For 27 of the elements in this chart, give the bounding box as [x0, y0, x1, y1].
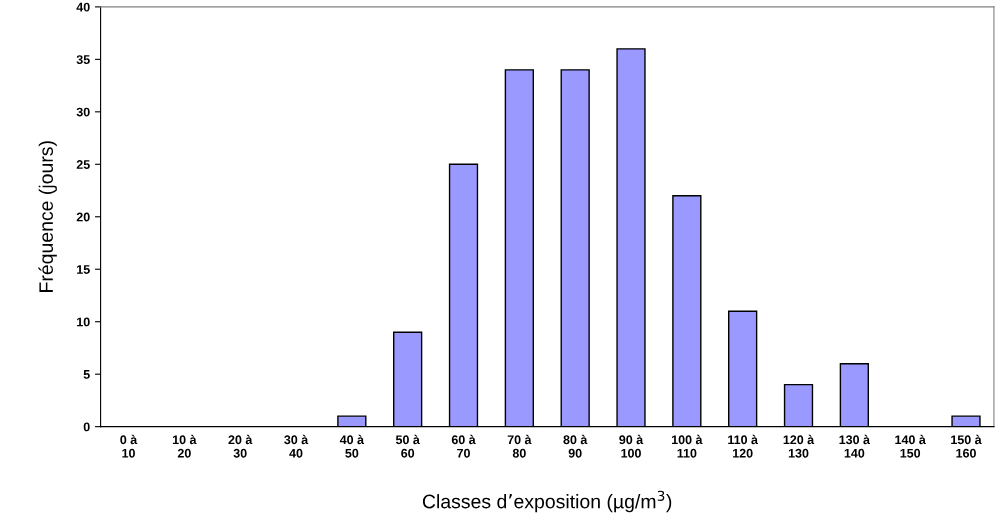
- x-tick-label: 90 à 100: [619, 434, 644, 458]
- x-tick-label: 150 à 160: [951, 434, 982, 458]
- x-tick-label: 50 à 60: [395, 434, 420, 458]
- y-tick-label: 5: [83, 370, 90, 379]
- y-tick-label: 30: [76, 107, 90, 117]
- x-tick-label: 10 à 20: [172, 434, 197, 458]
- x-tick-label: 70 à 80: [507, 434, 532, 458]
- x-tick-label: 120 à 130: [783, 434, 815, 458]
- x-tick-label: 0 à 10: [120, 434, 138, 458]
- x-tick-label: 130 à 140: [839, 434, 871, 458]
- y-tick-label: 15: [77, 265, 90, 274]
- x-tick-label: 100 à 110: [671, 434, 703, 458]
- y-tick-label: 35: [76, 55, 90, 65]
- y-axis-title: Fréquence (jours): [38, 141, 57, 292]
- x-tick-label: 40 à 50: [339, 434, 365, 458]
- x-tick-label: 80 à 90: [563, 434, 588, 458]
- x-tick-label: 110 à 120: [728, 434, 759, 458]
- x-axis-title: Classes d’exposition (µg/m$^{3}$): [422, 490, 672, 513]
- x-tick-label: 20 à 30: [228, 434, 253, 458]
- x-tick-label: 30 à 40: [284, 434, 309, 458]
- y-tick-label: 20: [76, 212, 90, 222]
- y-tick-label: 25: [76, 160, 90, 169]
- x-tick-label: 140 à 150: [895, 434, 926, 458]
- y-tick-label: 10: [77, 317, 90, 327]
- y-tick-label: 0: [83, 422, 90, 432]
- x-tick-label: 60 à 70: [451, 434, 476, 458]
- y-tick-label: 40: [76, 2, 90, 12]
